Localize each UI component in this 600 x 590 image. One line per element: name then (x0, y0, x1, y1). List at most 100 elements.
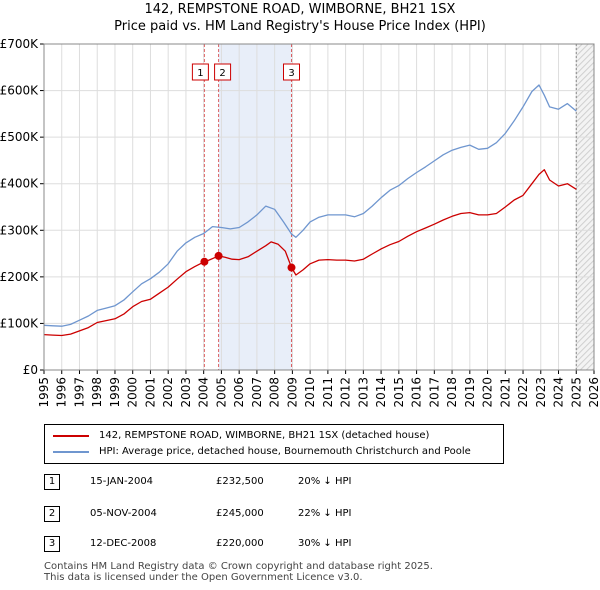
forecast-hatch-line (575, 103, 595, 123)
forecast-hatch-line (575, 211, 595, 231)
forecast-hatch-line (575, 337, 595, 357)
x-tick-label: 2014 (374, 377, 388, 408)
x-tick-label: 2025 (569, 377, 583, 408)
forecast-hatch-line (575, 241, 595, 261)
y-tick-label: £500K (0, 130, 39, 144)
x-tick-label: 2012 (339, 377, 353, 408)
forecast-hatch-line (575, 253, 595, 273)
x-tick-label: 2004 (197, 377, 211, 408)
forecast-hatch-line (575, 259, 595, 279)
plot-frame (43, 43, 595, 371)
sale-number: 2 (44, 506, 60, 522)
footer-copyright: Contains HM Land Registry data © Crown c… (44, 561, 433, 572)
sale-hpi-diff: 30% ↓ HPI (298, 538, 352, 549)
forecast-hatch-line (575, 349, 595, 369)
legend: 142, REMPSTONE ROAD, WIMBORNE, BH21 1SX … (44, 424, 504, 464)
forecast-hatch-line (575, 61, 595, 81)
x-tick-label: 1995 (37, 377, 51, 408)
annotation-label: 1 (197, 68, 203, 79)
x-tick-label: 2018 (445, 377, 459, 408)
forecast-hatch-line (575, 157, 595, 177)
forecast-hatch-line (575, 205, 595, 225)
forecast-shade (576, 44, 594, 370)
property-series-line (43, 169, 577, 337)
y-tick-label: £400K (0, 177, 39, 191)
annotation-box (191, 63, 209, 81)
annotation-box (214, 63, 232, 81)
forecast-hatch-line (575, 175, 595, 195)
x-tick-label: 2009 (285, 377, 299, 408)
sale-number: 3 (44, 536, 60, 552)
x-tick-label: 2023 (534, 377, 548, 408)
x-tick-label: 2020 (481, 377, 495, 408)
x-tick-label: 2021 (498, 377, 512, 408)
chart-subtitle: Price paid vs. HM Land Registry's House … (114, 19, 486, 34)
forecast-hatch-line (575, 229, 595, 249)
forecast-hatch-line (575, 343, 595, 363)
x-tick-label: 2013 (356, 377, 370, 408)
chart-title: 142, REMPSTONE ROAD, WIMBORNE, BH21 1SX (144, 2, 456, 17)
x-tick-label: 2003 (179, 377, 193, 408)
forecast-hatch-line (575, 265, 595, 285)
forecast-hatch-line (575, 97, 595, 117)
forecast-hatch-line (585, 361, 595, 371)
y-tick-label: £700K (0, 37, 39, 51)
forecast-hatch-line (575, 289, 595, 309)
forecast-hatch-line (575, 277, 595, 297)
x-tick-label: 2015 (392, 377, 406, 408)
forecast-hatch-line (575, 193, 595, 213)
sale-date: 05-NOV-2004 (90, 508, 157, 519)
x-tick-label: 2026 (587, 377, 600, 408)
sale-price: £245,000 (216, 508, 264, 519)
x-tick-label: 1999 (108, 377, 122, 408)
sale-point (214, 251, 223, 260)
sale-hpi-diff: 20% ↓ HPI (298, 476, 352, 487)
sale-date: 15-JAN-2004 (90, 476, 154, 487)
forecast-hatch-line (575, 169, 595, 189)
sale-hpi-diff: 22% ↓ HPI (298, 508, 352, 519)
forecast-hatch-line (575, 283, 595, 303)
forecast-hatch-line (575, 145, 595, 165)
forecast-hatch-line (575, 151, 595, 171)
forecast-hatch-line (575, 139, 595, 159)
forecast-hatch-line (575, 271, 595, 291)
sale-point (200, 257, 209, 266)
forecast-hatch-line (575, 247, 595, 267)
forecast-hatch-line (575, 217, 595, 237)
forecast-hatch-line (575, 49, 595, 69)
forecast-hatch-line (575, 85, 595, 105)
x-tick-label: 2002 (161, 377, 175, 408)
sale-price: £232,500 (216, 476, 264, 487)
annotation-label: 3 (288, 68, 294, 79)
sale-price: £220,000 (216, 538, 264, 549)
x-tick-label: 1997 (72, 377, 86, 408)
x-tick-label: 2008 (268, 377, 282, 408)
legend-label: 142, REMPSTONE ROAD, WIMBORNE, BH21 1SX … (99, 430, 430, 441)
forecast-hatch-line (575, 67, 595, 87)
legend-label: HPI: Average price, detached house, Bour… (99, 446, 471, 457)
annotation-label: 2 (219, 68, 225, 79)
footer-license: This data is licensed under the Open Gov… (44, 572, 363, 583)
forecast-hatch-line (575, 331, 595, 351)
forecast-hatch-line (575, 91, 595, 111)
forecast-hatch-line (575, 301, 595, 321)
forecast-hatch-line (575, 181, 595, 201)
plot-area (44, 44, 594, 370)
y-tick-label: £100K (0, 316, 39, 330)
x-tick-label: 2006 (232, 377, 246, 408)
y-tick-label: £0 (23, 363, 38, 377)
x-tick-label: 2016 (410, 377, 424, 408)
forecast-hatch-line (575, 109, 595, 129)
x-tick-label: 2017 (427, 377, 441, 408)
sale-period-shade (218, 44, 292, 370)
sale-date: 12-DEC-2008 (90, 538, 157, 549)
forecast-hatch-line (575, 43, 589, 57)
forecast-hatch-line (575, 79, 595, 99)
forecast-hatch-line (575, 325, 595, 345)
hpi-series-line (43, 84, 577, 327)
y-tick-label: £600K (0, 84, 39, 98)
forecast-hatch-line (575, 295, 595, 315)
x-tick-label: 2024 (552, 377, 566, 408)
y-tick-label: £200K (0, 270, 39, 284)
